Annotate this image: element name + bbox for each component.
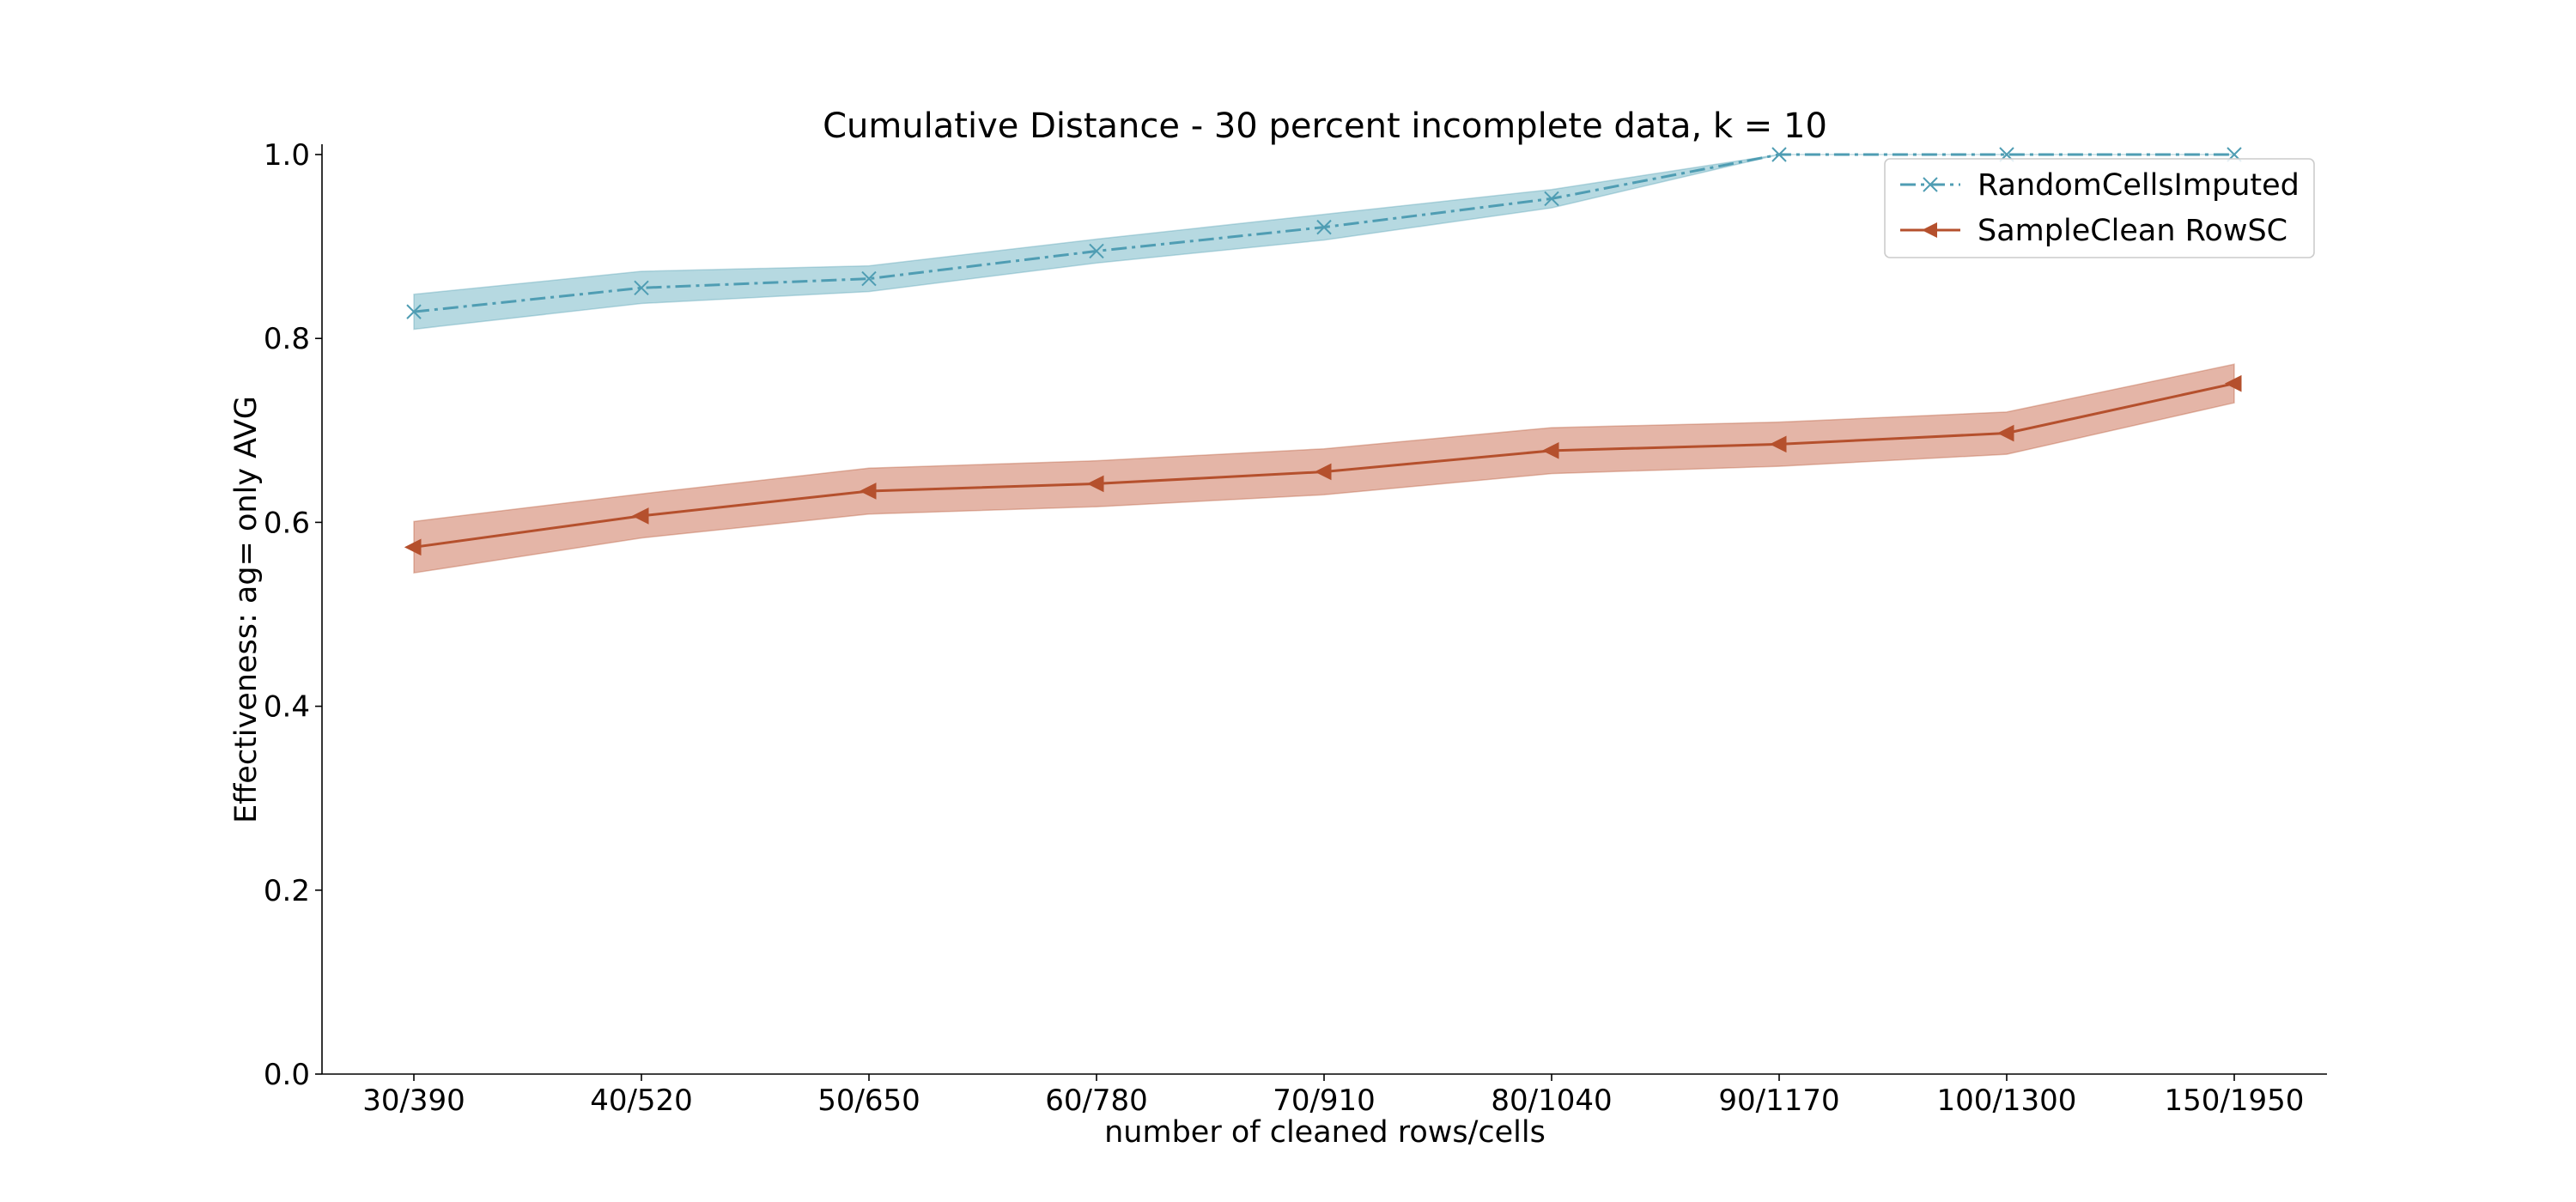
data-point-1-8	[2224, 374, 2242, 392]
y-tick-label: 1.0	[264, 138, 310, 173]
legend-box	[1884, 158, 2315, 258]
x-tick-label: 70/910	[1273, 1084, 1376, 1118]
legend-marker-0	[1923, 177, 1938, 192]
x-tick-label: 30/390	[362, 1084, 465, 1118]
data-point-1-5	[1541, 442, 1559, 459]
x-tick-label: 80/1040	[1491, 1084, 1612, 1118]
x-tick-label: 50/650	[817, 1084, 920, 1118]
x-tick-label: 40/520	[590, 1084, 693, 1118]
y-tick-label: 0.0	[264, 1058, 310, 1092]
data-point-1-2	[859, 483, 877, 500]
data-point-0-6	[1771, 147, 1787, 162]
data-point-1-3	[1086, 475, 1104, 493]
data-point-0-1	[634, 280, 649, 296]
chart-title: Cumulative Distance - 30 percent incompl…	[823, 106, 1827, 146]
data-point-0-5	[1544, 191, 1559, 207]
y-tick-label: 0.2	[264, 874, 310, 908]
series-markers	[404, 147, 2242, 556]
x-tick-label: 100/1300	[1937, 1084, 2077, 1118]
data-point-0-0	[406, 304, 422, 319]
x-axis-label: number of cleaned rows/cells	[1104, 1115, 1546, 1150]
legend-marker-1	[1922, 222, 1937, 238]
y-tick-label: 0.4	[264, 690, 310, 725]
y-ticks: 0.0 0.2 0.4 0.6 0.8 1.0	[264, 138, 322, 1092]
legend-label-1: SampleClean RowSC	[1978, 214, 2287, 248]
y-tick-label: 0.6	[264, 506, 310, 540]
y-axis-label: Effectiveness: ag= only AVG	[229, 396, 264, 823]
legend: RandomCellsImputed SampleClean RowSC	[1884, 158, 2315, 258]
data-point-1-1	[631, 507, 649, 525]
x-tick-label: 150/1950	[2165, 1084, 2305, 1118]
data-point-1-6	[1769, 435, 1787, 453]
legend-label-0: RandomCellsImputed	[1978, 168, 2300, 203]
data-point-0-3	[1089, 243, 1104, 259]
data-point-1-7	[1996, 424, 2014, 442]
data-point-0-4	[1316, 219, 1332, 235]
data-point-1-0	[404, 538, 422, 556]
data-point-1-4	[1314, 463, 1332, 481]
y-tick-label: 0.8	[264, 322, 310, 356]
x-ticks: 30/390 40/520 50/650 60/780 70/910 80/1040 90/…	[362, 1074, 2304, 1118]
x-tick-label: 90/1170	[1718, 1084, 1839, 1118]
x-tick-label: 60/780	[1045, 1084, 1148, 1118]
data-point-0-2	[861, 270, 877, 287]
